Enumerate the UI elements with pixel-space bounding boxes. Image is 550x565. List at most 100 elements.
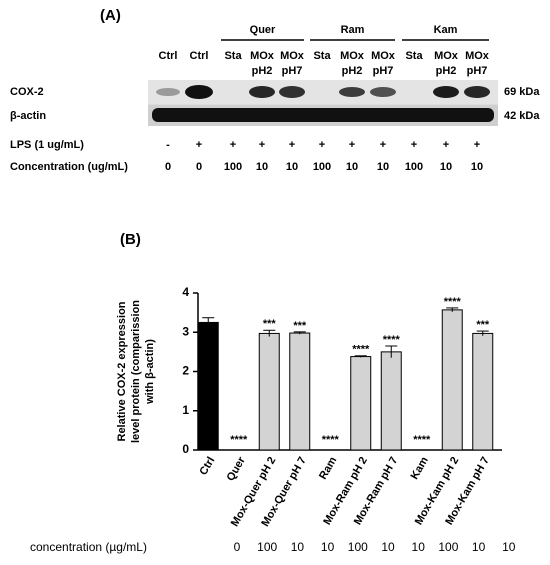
lane-label: MOx <box>434 50 459 62</box>
row-label: COX-2 <box>10 86 44 98</box>
bar <box>472 332 494 451</box>
significance-label: *** <box>263 318 277 330</box>
treatment-value: 10 <box>286 161 298 173</box>
footer-label: concentration (µg/mL) <box>30 540 147 554</box>
band <box>279 86 305 98</box>
footer-value: 10 <box>472 540 486 554</box>
treatment-value: 100 <box>224 161 242 173</box>
y-tick-label: 2 <box>182 364 189 378</box>
footer-value: 0 <box>234 540 241 554</box>
footer-value: 100 <box>257 540 277 554</box>
band <box>464 86 490 98</box>
y-axis-title: with β-actin) <box>144 339 156 405</box>
treatment-value: + <box>349 139 355 151</box>
significance-label: **** <box>413 434 431 446</box>
treatment-value: + <box>259 139 265 151</box>
group-label: Quer <box>250 24 276 36</box>
lane-label: pH7 <box>282 65 303 77</box>
lane-label: Sta <box>405 50 423 62</box>
bar <box>350 356 372 451</box>
lane-label: pH2 <box>252 65 273 77</box>
y-tick-label: 4 <box>182 285 189 299</box>
significance-label: **** <box>383 334 401 346</box>
lane-label: Ctrl <box>190 50 209 62</box>
bar <box>441 309 463 451</box>
treatment-value: + <box>319 139 325 151</box>
treatment-value: + <box>380 139 386 151</box>
treatment-value: 10 <box>440 161 452 173</box>
band <box>185 85 213 99</box>
significance-label: *** <box>293 320 307 332</box>
panel-label: (A) <box>100 7 121 24</box>
panel-label: (B) <box>120 231 141 248</box>
footer-value: 10 <box>412 540 426 554</box>
footer-value: 10 <box>502 540 516 554</box>
y-tick-label: 0 <box>182 442 189 456</box>
y-tick-label: 1 <box>182 403 189 417</box>
treatment-value: 0 <box>196 161 202 173</box>
x-tick-label: Quer <box>225 454 249 483</box>
lane-label: Ctrl <box>159 50 178 62</box>
lane-label: MOx <box>250 50 275 62</box>
treatment-value: + <box>474 139 480 151</box>
y-axis-title: Relative COX-2 expression <box>116 301 128 441</box>
treatment-value: + <box>196 139 202 151</box>
footer-value: 100 <box>348 540 368 554</box>
treatment-value: + <box>289 139 295 151</box>
lane-label: pH2 <box>436 65 457 77</box>
lane-label: pH7 <box>373 65 394 77</box>
x-tick-label: Ram <box>317 455 339 482</box>
bar <box>380 351 402 451</box>
bands-actin <box>152 108 494 122</box>
significance-label: **** <box>322 434 340 446</box>
significance-label: *** <box>476 319 490 331</box>
treatment-value: + <box>411 139 417 151</box>
significance-label: **** <box>230 434 248 446</box>
lane-label: Sta <box>224 50 242 62</box>
size-label: 69 kDa <box>504 86 540 98</box>
significance-label: **** <box>352 344 370 356</box>
band <box>152 108 494 122</box>
y-tick-label: 3 <box>182 324 189 338</box>
band <box>156 88 180 96</box>
band <box>339 87 365 97</box>
group-label: Kam <box>434 24 458 36</box>
bar <box>258 332 280 451</box>
treatment-label: LPS (1 ug/mL) <box>10 139 84 151</box>
bands-cox2 <box>156 85 490 99</box>
treatment-label: Concentration (ug/mL) <box>10 161 128 173</box>
band <box>370 87 396 97</box>
lane-label: Sta <box>313 50 331 62</box>
treatment-value: 0 <box>165 161 171 173</box>
significance-label: **** <box>444 296 462 308</box>
treatment-value: - <box>166 139 170 151</box>
footer-value: 10 <box>381 540 395 554</box>
bar <box>197 321 219 451</box>
lane-label: MOx <box>465 50 490 62</box>
bar <box>289 332 311 451</box>
y-axis-title: level protein (comparission <box>130 300 142 443</box>
footer-value: 10 <box>291 540 305 554</box>
treatment-value: + <box>443 139 449 151</box>
treatment-value: 100 <box>313 161 331 173</box>
band <box>433 86 459 98</box>
group-label: Ram <box>341 24 365 36</box>
lane-label: MOx <box>340 50 365 62</box>
lane-label: pH7 <box>467 65 488 77</box>
panel-b: 0 1 2 3 4 Relative COX-2 expression level prot… <box>116 285 502 529</box>
x-tick-label: Kam <box>409 455 431 482</box>
band <box>249 86 275 98</box>
lane-label: MOx <box>280 50 305 62</box>
footer-value: 100 <box>438 540 458 554</box>
treatment-value: 100 <box>405 161 423 173</box>
row-label: β-actin <box>10 110 46 122</box>
size-label: 42 kDa <box>504 110 540 122</box>
x-tick-label: Ctrl <box>197 455 217 477</box>
treatment-value: 10 <box>377 161 389 173</box>
lane-label: MOx <box>371 50 396 62</box>
treatment-value: 10 <box>471 161 483 173</box>
treatment-value: 10 <box>256 161 268 173</box>
